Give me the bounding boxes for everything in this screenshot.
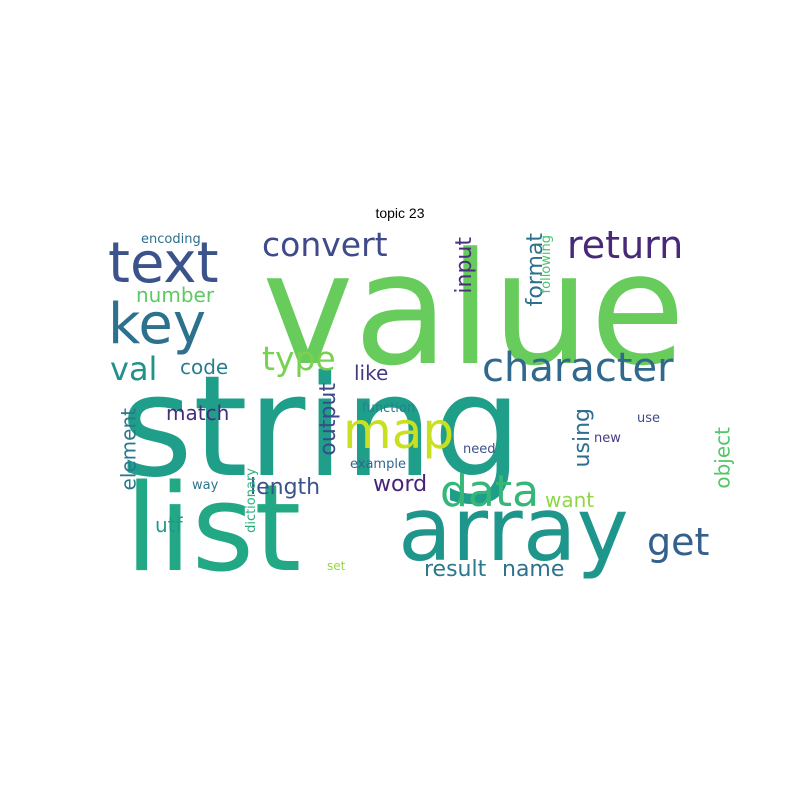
word-list: list xyxy=(125,460,301,599)
word-object: object xyxy=(711,427,735,489)
chart-title: topic 23 xyxy=(375,205,425,221)
word-word: word xyxy=(373,472,427,497)
word-following: following xyxy=(539,235,554,293)
word-val: val xyxy=(110,350,157,388)
word-code: code xyxy=(180,355,228,379)
word-data: data xyxy=(440,466,539,517)
word-length: length xyxy=(250,475,320,500)
word-map: map xyxy=(343,402,454,460)
word-convert: convert xyxy=(262,225,388,264)
word-key: key xyxy=(108,292,206,357)
word-way: way xyxy=(192,478,219,493)
word-get: get xyxy=(647,520,709,564)
word-output: output xyxy=(316,383,341,456)
word-use: use xyxy=(637,411,660,426)
word-new: new xyxy=(594,431,621,446)
word-match: match xyxy=(166,401,229,425)
word-set: set xyxy=(327,559,346,573)
word-result: result xyxy=(424,557,487,582)
word-name: name xyxy=(502,557,564,582)
word-value: value xyxy=(262,219,685,400)
word-element: element xyxy=(117,408,141,491)
word-input: input xyxy=(452,237,477,294)
word-using: using xyxy=(570,408,595,467)
word-character: character xyxy=(482,345,674,391)
word-format: format xyxy=(523,233,548,307)
word-example: example xyxy=(350,457,406,472)
word-return: return xyxy=(567,223,683,267)
word-function: function xyxy=(362,401,415,416)
word-need: need xyxy=(463,442,496,457)
word-utf: utf xyxy=(155,513,184,537)
word-want: want xyxy=(545,488,594,512)
word-like: like xyxy=(354,361,388,385)
word-number: number xyxy=(136,283,215,307)
word-array: array xyxy=(398,478,629,581)
word-text: text xyxy=(108,231,219,296)
word-string: string xyxy=(120,346,522,509)
word-dictionary: dictionary xyxy=(244,468,259,533)
word-type: type xyxy=(262,339,336,378)
word-encoding: encoding xyxy=(141,232,201,247)
